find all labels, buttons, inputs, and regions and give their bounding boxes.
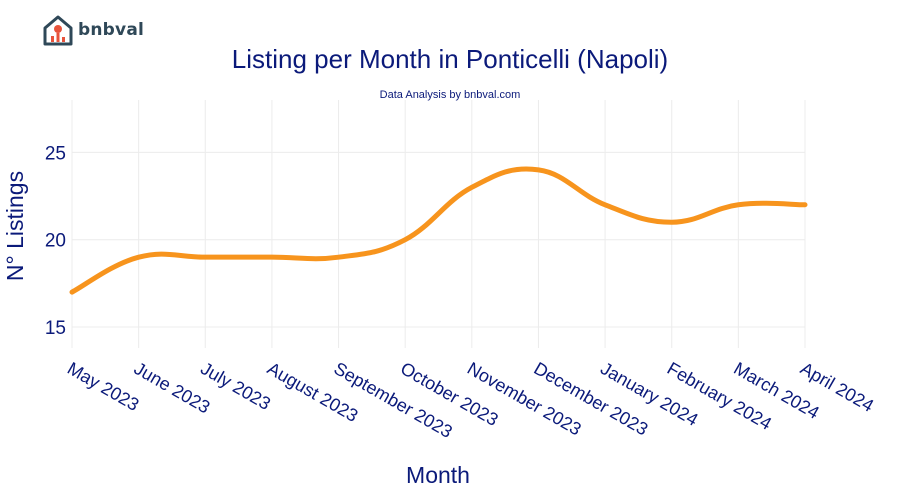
y-tick-label: 20: [45, 231, 66, 252]
brand-logo: bnbval: [42, 14, 144, 46]
y-axis-label: N° Listings: [2, 171, 28, 281]
house-chart-icon: [43, 15, 73, 46]
x-tick-label: May 2023: [64, 358, 142, 415]
chart-title: Listing per Month in Ponticelli (Napoli): [231, 44, 669, 74]
x-tick-label: September 2023: [331, 358, 456, 442]
y-tick-label: 15: [45, 318, 66, 339]
y-axis-ticks: 15 20 25: [45, 143, 66, 339]
brand-name: bnbval: [78, 20, 145, 40]
series-line: [69, 166, 808, 295]
chart-subtitle: Data Analysis by bnbval.com: [379, 89, 521, 101]
grid-lines: [71, 100, 806, 348]
x-tick-label: November 2023: [464, 358, 585, 439]
x-axis-label: Month: [406, 462, 470, 488]
x-tick-label: December 2023: [530, 358, 651, 439]
y-tick-label: 25: [45, 143, 66, 164]
